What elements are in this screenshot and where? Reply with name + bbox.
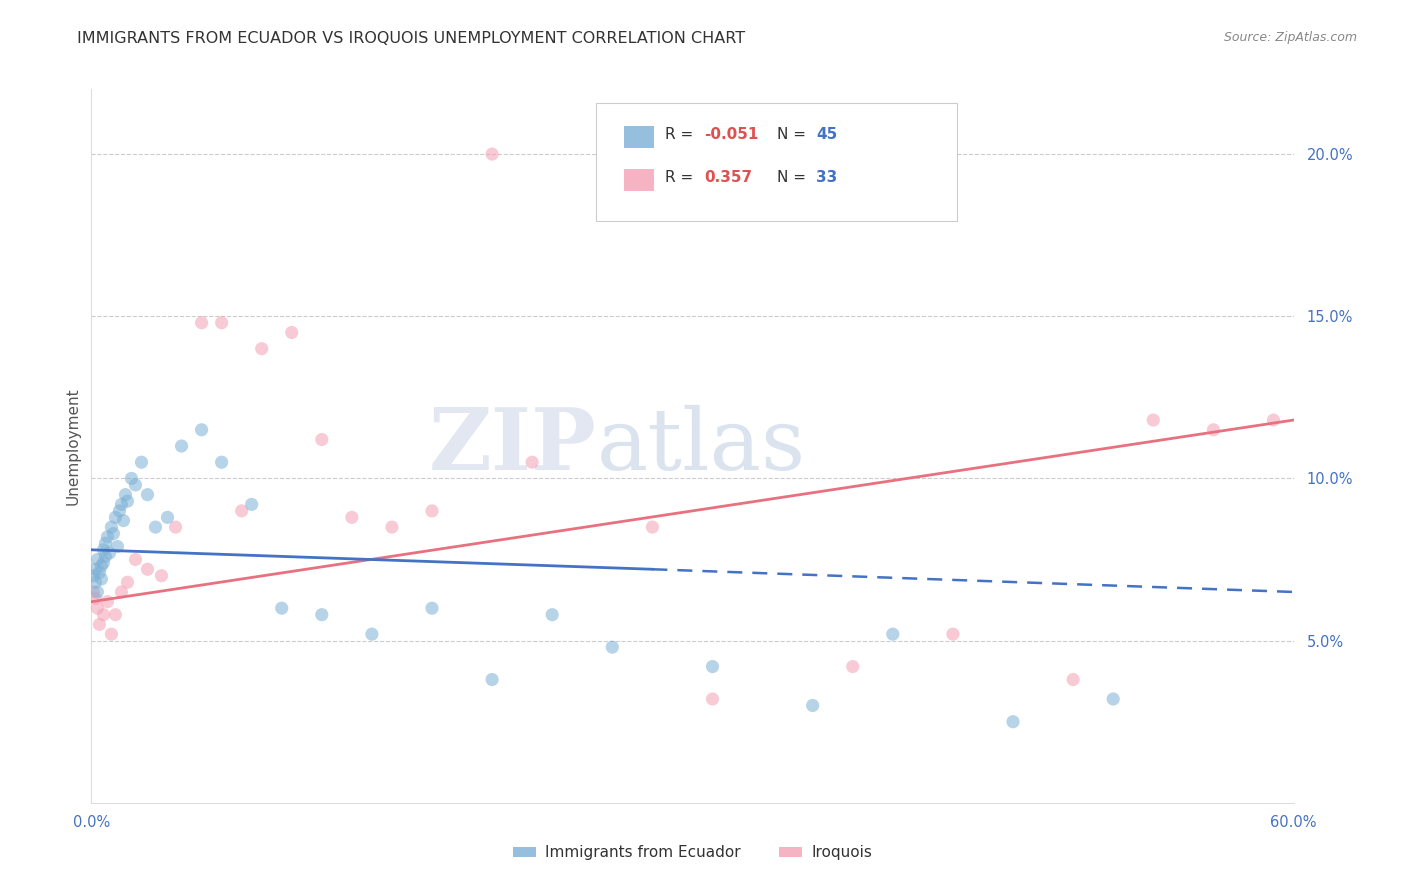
Point	[96, 595, 118, 609]
Point	[96, 530, 118, 544]
Point	[103, 526, 125, 541]
Text: 0.357: 0.357	[704, 170, 752, 186]
Point	[82, 585, 104, 599]
Point	[104, 510, 127, 524]
Bar	[624, 169, 654, 191]
Point	[82, 568, 104, 582]
Text: IMMIGRANTS FROM ECUADOR VS IROQUOIS UNEMPLOYMENT CORRELATION CHART: IMMIGRANTS FROM ECUADOR VS IROQUOIS UNEM…	[77, 31, 745, 46]
Point	[124, 478, 146, 492]
Point	[420, 601, 443, 615]
Point	[381, 520, 404, 534]
Point	[86, 585, 108, 599]
Point	[170, 439, 193, 453]
Point	[84, 591, 107, 606]
Point	[702, 659, 724, 673]
Text: -0.051: -0.051	[704, 128, 759, 143]
Point	[108, 504, 131, 518]
Point	[1062, 673, 1084, 687]
Point	[882, 627, 904, 641]
Point	[86, 601, 108, 615]
Point	[93, 556, 115, 570]
Text: 45: 45	[817, 128, 838, 143]
Point	[1202, 423, 1225, 437]
Point	[360, 627, 382, 641]
Point	[156, 510, 179, 524]
Point	[145, 520, 167, 534]
Text: R =: R =	[665, 170, 703, 186]
Point	[841, 659, 863, 673]
Point	[94, 536, 117, 550]
Point	[110, 585, 132, 599]
Point	[90, 572, 112, 586]
Text: N =: N =	[776, 128, 810, 143]
Point	[165, 520, 187, 534]
Point	[93, 542, 115, 557]
Point	[136, 562, 159, 576]
Point	[1102, 692, 1125, 706]
Point	[117, 575, 139, 590]
Text: N =: N =	[776, 170, 810, 186]
Point	[112, 514, 135, 528]
Bar	[624, 127, 654, 148]
Point	[801, 698, 824, 713]
Point	[541, 607, 564, 622]
Point	[121, 471, 143, 485]
Text: R =: R =	[665, 128, 697, 143]
Text: Source: ZipAtlas.com: Source: ZipAtlas.com	[1223, 31, 1357, 45]
Point	[311, 607, 333, 622]
Point	[89, 566, 111, 580]
Point	[641, 520, 664, 534]
Point	[481, 147, 503, 161]
Point	[602, 640, 624, 654]
Point	[250, 342, 273, 356]
Point	[190, 423, 212, 437]
Point	[104, 607, 127, 622]
Point	[124, 552, 146, 566]
Point	[1001, 714, 1024, 729]
Point	[340, 510, 363, 524]
Point	[117, 494, 139, 508]
Point	[100, 520, 122, 534]
Point	[942, 627, 965, 641]
Point	[84, 575, 107, 590]
Point	[100, 627, 122, 641]
Legend: Immigrants from Ecuador, Iroquois: Immigrants from Ecuador, Iroquois	[508, 839, 877, 866]
Text: atlas: atlas	[596, 404, 806, 488]
Point	[311, 433, 333, 447]
Point	[1142, 413, 1164, 427]
Point	[1263, 413, 1285, 427]
Point	[211, 316, 233, 330]
Text: ZIP: ZIP	[429, 404, 596, 488]
Point	[420, 504, 443, 518]
Point	[93, 607, 115, 622]
Point	[86, 552, 108, 566]
Point	[190, 316, 212, 330]
Point	[114, 488, 136, 502]
FancyBboxPatch shape	[596, 103, 957, 221]
Point	[150, 568, 173, 582]
Text: 33: 33	[817, 170, 838, 186]
Point	[107, 540, 129, 554]
Point	[270, 601, 292, 615]
Point	[90, 559, 112, 574]
Point	[211, 455, 233, 469]
Point	[231, 504, 253, 518]
Point	[131, 455, 153, 469]
Point	[240, 497, 263, 511]
Point	[94, 549, 117, 564]
Point	[281, 326, 304, 340]
Point	[89, 617, 111, 632]
Point	[98, 546, 121, 560]
Y-axis label: Unemployment: Unemployment	[65, 387, 80, 505]
Point	[110, 497, 132, 511]
Point	[702, 692, 724, 706]
Point	[84, 562, 107, 576]
Point	[522, 455, 544, 469]
Point	[136, 488, 159, 502]
Point	[481, 673, 503, 687]
